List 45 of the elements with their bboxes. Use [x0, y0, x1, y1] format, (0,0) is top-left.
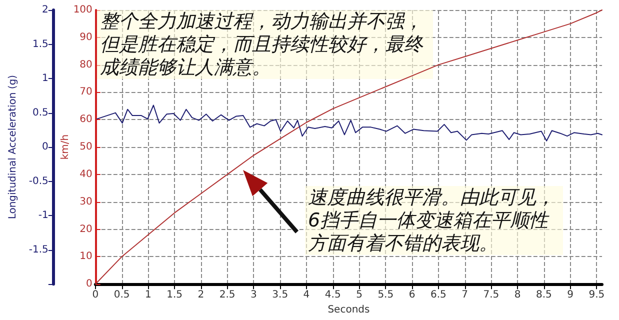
- x-tick-label: 8: [514, 290, 521, 301]
- y-tick-label: 100: [73, 4, 92, 16]
- x-tick-label: 1: [144, 290, 152, 301]
- x-tick-label: 4.5: [324, 290, 341, 301]
- y-tick-label: 30: [80, 196, 92, 208]
- x-tick-label: 6: [408, 290, 416, 301]
- y-tick-label: 60: [80, 114, 92, 126]
- x-tick-label: 9.5: [588, 290, 605, 301]
- y-axis-title: km/h: [60, 134, 71, 160]
- y2-tick-label: 1.5: [32, 38, 48, 50]
- y2-axis-title: Longitudinal Acceleration (g): [8, 74, 18, 220]
- x-tick-label: 7: [462, 290, 468, 301]
- y-tick-label: 10: [80, 251, 92, 262]
- y-tick-label: 80: [80, 59, 92, 70]
- y-tick-label: 20: [80, 224, 92, 235]
- y-tick-label: 50: [80, 142, 92, 153]
- x-tick-label: 6.5: [430, 290, 446, 301]
- y2-tick-label: 1: [42, 73, 48, 84]
- y-tick-label: 40: [80, 168, 92, 180]
- x-tick-label: 2.5: [219, 290, 236, 301]
- x-tick-label: 2: [198, 290, 204, 301]
- y2-tick-label: -0.5: [28, 176, 48, 187]
- y-tick-label: 70: [80, 86, 92, 98]
- x-tick-label: 7.5: [483, 290, 500, 301]
- x-tick-label: 5.5: [378, 290, 394, 301]
- x-tick-label: 8.5: [536, 290, 552, 301]
- y2-tick-label: 0: [42, 142, 48, 153]
- y2-tick-label: 2: [42, 4, 48, 16]
- x-tick-label: 1.5: [166, 290, 183, 301]
- y2-tick-label: 0.5: [32, 107, 48, 118]
- x-tick-label: 9: [567, 290, 574, 301]
- line-series: [94, 10, 602, 285]
- y2-tick-label: -1.5: [28, 244, 48, 256]
- x-tick-label: 3.5: [272, 290, 288, 301]
- x-tick-label: 3: [250, 290, 257, 301]
- annotation: 速度曲线很平滑。由此可见，6挡手自一体变速箱在平顺性方面有着不错的表现。: [308, 186, 555, 254]
- x-tick-label: 4: [303, 290, 310, 301]
- x-axis-title: Seconds: [328, 304, 370, 316]
- annotation: 整个全力加速过程，动力输出并不强，但是胜在稳定，而且持续性较好，最终成绩能够让人满意。: [100, 10, 424, 78]
- x-tick-label: 0.5: [114, 290, 130, 301]
- y-tick-label: 90: [80, 32, 92, 43]
- line-series: [96, 104, 602, 142]
- y2-tick-label: -1: [38, 210, 48, 222]
- y-tick-label: 0: [86, 278, 92, 290]
- x-tick-label: 5: [356, 290, 362, 301]
